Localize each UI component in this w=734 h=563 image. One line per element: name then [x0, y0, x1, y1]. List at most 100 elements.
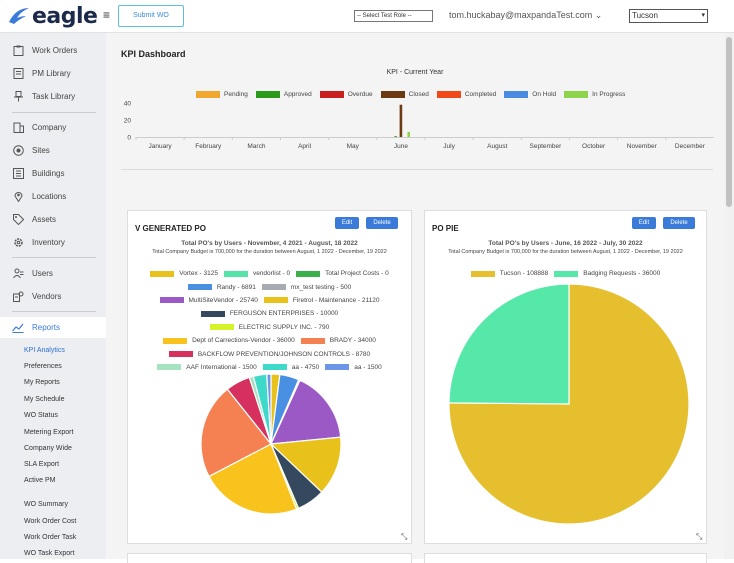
next-card-edge: [424, 553, 707, 563]
legend-item[interactable]: ELECTRIC SUPPLY INC. - 790: [209, 323, 330, 331]
legend-item[interactable]: aa - 1500: [325, 364, 382, 371]
x-tick-label: March: [247, 143, 265, 150]
legend-item[interactable]: On Hold: [504, 90, 557, 98]
legend-swatch: [163, 337, 188, 344]
delete-button[interactable]: Delete: [663, 217, 695, 229]
reports-sub-my-reports[interactable]: My Reports: [24, 379, 60, 386]
logo-text: eagle: [32, 3, 98, 29]
reports-sub-kpi-analytics[interactable]: KPI Analytics: [24, 347, 65, 354]
clipboard-icon: [12, 44, 24, 56]
reports-sub-company-wide[interactable]: Company Wide: [24, 445, 72, 452]
sidebar-item-company[interactable]: Company: [0, 117, 106, 137]
reports-sub-metering-export[interactable]: Metering Export: [24, 429, 74, 436]
legend-item[interactable]: AAF International - 1500: [157, 364, 257, 371]
reports-sub-active-pm[interactable]: Active PM: [24, 477, 56, 484]
y-tick-label: 40: [124, 101, 132, 108]
hamburger-menu-icon[interactable]: ≡: [103, 8, 111, 22]
vertical-scrollbar[interactable]: [724, 33, 734, 559]
edit-button[interactable]: Edit: [335, 217, 359, 229]
pie-slice: [270, 379, 342, 445]
sidebar-item-vendors[interactable]: Vendors: [0, 286, 106, 306]
legend-item[interactable]: Completed: [436, 90, 496, 98]
x-tick-label: December: [675, 143, 706, 150]
sidebar-item-pm-library[interactable]: PM Library: [0, 63, 106, 83]
reports-sub-wo-summary[interactable]: WO Summary: [24, 501, 68, 508]
legend-swatch: [319, 90, 344, 98]
legend-swatch: [200, 310, 225, 317]
legend-item[interactable]: MultiSiteVendor - 25740: [159, 296, 258, 304]
reports-sub-preferences[interactable]: Preferences: [24, 363, 62, 370]
legend-swatch: [159, 297, 184, 304]
test-role-select[interactable]: -- Select Test Role --: [354, 10, 433, 22]
sidebar-divider: [12, 112, 96, 113]
sidebar-item-task-library[interactable]: Task Library: [0, 86, 106, 106]
eagle-logo[interactable]: eagle: [8, 3, 98, 29]
sidebar-item-reports[interactable]: Reports: [0, 317, 106, 338]
site-select[interactable]: Tucson ▾: [629, 9, 708, 23]
sidebar-item-sites[interactable]: Sites: [0, 140, 106, 160]
site-select-value: Tucson: [632, 11, 658, 20]
x-tick-label: February: [195, 143, 222, 150]
legend-item[interactable]: Firetrol - Maintenance - 21120: [263, 297, 379, 304]
legend-swatch: [261, 284, 286, 291]
legend-label: In Progress: [592, 90, 626, 98]
legend-swatch: [296, 270, 321, 277]
legend-item[interactable]: Approved: [255, 90, 312, 98]
page-title: KPI Dashboard: [121, 49, 186, 59]
next-card-edge: [127, 553, 412, 563]
edit-button[interactable]: Edit: [632, 217, 656, 229]
delete-button[interactable]: Delete: [366, 217, 398, 229]
chart-icon: [12, 322, 24, 334]
legend-item[interactable]: Badging Requests - 36000: [554, 270, 660, 277]
sidebar-item-assets[interactable]: Assets: [0, 209, 106, 229]
legend-item[interactable]: Overdue: [319, 90, 373, 98]
legend-item[interactable]: Dept of Carrections-Vendor - 36000: [163, 337, 295, 344]
legend-item[interactable]: vendorlist - 0: [223, 270, 290, 277]
legend-item[interactable]: FERGUSON ENTERPRISES - 10000: [200, 310, 338, 317]
legend-item[interactable]: Closed: [380, 90, 429, 98]
legend-item[interactable]: Randy - 6891: [187, 284, 256, 291]
resize-handle-icon[interactable]: ⤡: [401, 532, 408, 541]
reports-sub-work-order-task[interactable]: Work Order Task: [24, 534, 77, 541]
reports-sub-wo-status[interactable]: WO Status: [24, 412, 58, 419]
eagle-logo-icon: [9, 8, 29, 24]
legend-label: MultiSiteVendor - 25740: [188, 296, 258, 304]
sidebar-item-label: Vendors: [32, 291, 62, 301]
legend-item[interactable]: Pending: [196, 90, 248, 98]
sidebar-divider: [12, 257, 96, 258]
legend-swatch: [564, 90, 589, 98]
legend-item[interactable]: BRADY - 34000: [300, 337, 376, 345]
resize-handle-icon[interactable]: ⤡: [696, 532, 703, 541]
submit-wo-button[interactable]: Submit WO: [118, 5, 184, 27]
pushpin-icon: [12, 90, 24, 102]
legend-item[interactable]: Vortex - 3125: [150, 270, 218, 277]
legend-item[interactable]: aa - 4750: [262, 364, 319, 371]
pie-title: Total PO's by Users - November, 4 2021 -…: [181, 240, 358, 247]
sidebar-item-label: Users: [32, 268, 53, 278]
legend-swatch: [187, 284, 212, 291]
sidebar-item-users[interactable]: Users: [0, 263, 106, 283]
legend-item[interactable]: In Progress: [564, 90, 626, 98]
bar: [399, 104, 403, 137]
reports-sub-work-order-cost[interactable]: Work Order Cost: [24, 518, 77, 525]
document-list-icon: [12, 67, 24, 79]
reports-sub-my-schedule[interactable]: My Schedule: [24, 396, 65, 403]
scrollbar-thumb[interactable]: [726, 37, 732, 207]
legend-label: BRADY - 34000: [329, 337, 376, 345]
legend-swatch: [157, 364, 182, 371]
target-icon: [12, 144, 24, 156]
legend-item[interactable]: BACKFLOW PREVENTION/JOHNSON CONTROLS - 8…: [168, 351, 370, 358]
legend-item[interactable]: Total Project Costs - 0: [296, 270, 389, 277]
legend-swatch: [325, 364, 350, 371]
legend-item[interactable]: mx_test testing - 500: [261, 284, 351, 291]
legend-label: On Hold: [532, 90, 557, 98]
reports-sub-wo-task-export[interactable]: WO Task Export: [24, 550, 75, 557]
reports-sub-sla-export[interactable]: SLA Export: [24, 461, 60, 468]
sidebar-item-inventory[interactable]: Inventory: [0, 232, 106, 252]
sidebar-item-locations[interactable]: Locations: [0, 186, 106, 206]
legend-item[interactable]: Tucson - 108888: [470, 270, 548, 277]
user-menu[interactable]: tom.huckabay@maxpandaTest.com ⌄: [449, 10, 602, 21]
sidebar-item-work-orders[interactable]: Work Orders: [0, 40, 106, 60]
sidebar-item-buildings[interactable]: Buildings: [0, 163, 106, 183]
legend-label: ELECTRIC SUPPLY INC. - 790: [238, 323, 330, 331]
